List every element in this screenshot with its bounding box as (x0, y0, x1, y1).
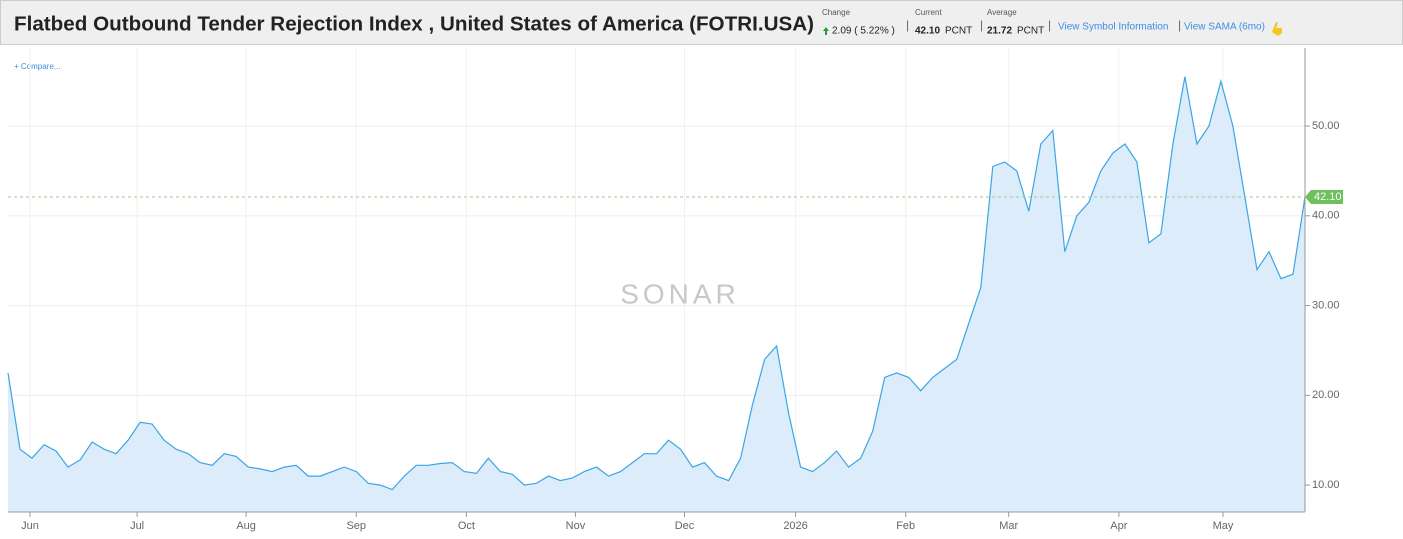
y-tick-label: 10.00 (1312, 479, 1340, 491)
separator: | (1048, 18, 1051, 32)
x-tick-label: Apr (1110, 520, 1127, 532)
watermark: SONAR (620, 278, 740, 309)
x-tick-label: Aug (236, 520, 256, 532)
separator: | (1178, 18, 1181, 32)
x-tick-label: Dec (675, 520, 695, 532)
current-label: 42.10 (1314, 191, 1342, 203)
separator: | (906, 18, 909, 32)
y-tick-label: 50.00 (1312, 120, 1340, 132)
y-tick-label: 30.00 (1312, 299, 1340, 311)
x-tick-label: Feb (896, 520, 915, 532)
area (8, 76, 1305, 512)
separator: | (980, 18, 983, 32)
symbol-info-link[interactable]: View Symbol Information (1058, 22, 1168, 33)
compare-link[interactable]: + Compare... (14, 62, 60, 71)
current-tag (1305, 189, 1343, 204)
x-tick-label: May (1213, 520, 1234, 532)
x-tick-label: Sep (346, 520, 366, 532)
x-tick-label: Oct (458, 520, 475, 532)
x-tick-label: Nov (566, 520, 586, 532)
line (7, 76, 1306, 491)
hand-icon (1272, 22, 1282, 36)
average-value: 21.72 (987, 26, 1012, 37)
x-tick-label: Jun (21, 520, 39, 532)
current-value: 42.10 (915, 26, 940, 37)
average-unit: PCNT (1017, 26, 1044, 37)
x-tick-label: 2026 (783, 520, 807, 532)
x-tick-label: Jul (130, 520, 144, 532)
current-label: Current (915, 8, 942, 17)
up-arrow (823, 27, 829, 35)
header-bar (0, 0, 1403, 45)
current-unit: PCNT (945, 26, 972, 37)
y-tick-label: 20.00 (1312, 389, 1340, 401)
title: Flatbed Outbound Tender Rejection Index … (14, 13, 814, 35)
x-tick-label: Mar (999, 520, 1018, 532)
change-value: 2.09 ( 5.22% ) (832, 26, 895, 37)
change-label: Change (822, 8, 851, 17)
average-label: Average (987, 8, 1017, 17)
sama-link[interactable]: View SAMA (6mo) (1184, 22, 1265, 33)
y-tick-label: 40.00 (1312, 210, 1340, 222)
